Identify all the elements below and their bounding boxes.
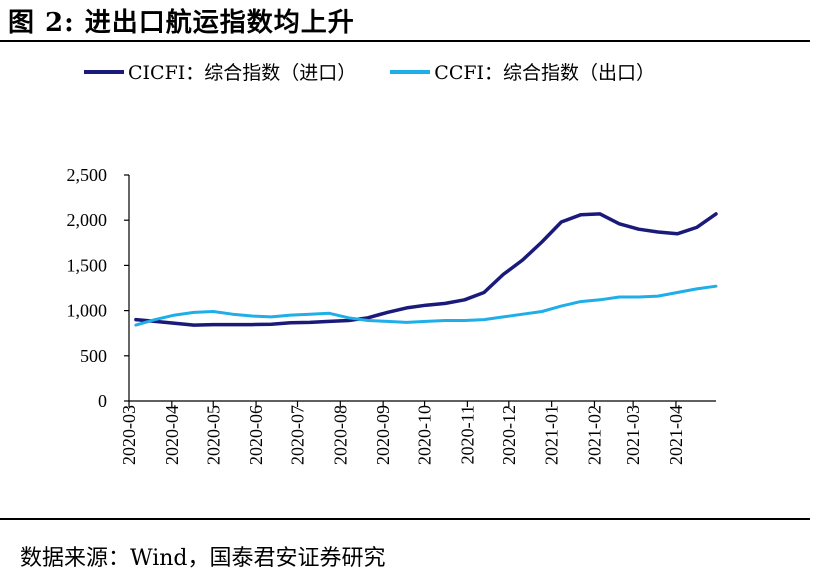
series-line-ccfi bbox=[134, 284, 718, 327]
y-tick-label: 2,500 bbox=[67, 165, 108, 185]
legend-swatch-ccfi bbox=[390, 69, 431, 74]
chart-legend: CICFI：综合指数（进口） CCFI：综合指数（出口） bbox=[84, 58, 689, 85]
y-tick-label: 2,000 bbox=[67, 210, 108, 230]
x-tick-label: 2020-03 bbox=[119, 405, 139, 465]
x-tick-label: 2021-01 bbox=[542, 405, 562, 465]
bottom-divider bbox=[0, 518, 810, 520]
legend-label-cicfi: CICFI：综合指数（进口） bbox=[128, 62, 357, 84]
x-tick-label: 2020-11 bbox=[457, 405, 477, 464]
series-line-cicfi bbox=[134, 212, 718, 327]
legend-item-cicfi: CICFI：综合指数（进口） bbox=[84, 58, 356, 85]
x-tick-label: 2020-10 bbox=[415, 405, 435, 465]
x-tick-label: 2020-04 bbox=[162, 405, 182, 465]
legend-item-ccfi: CCFI：综合指数（出口） bbox=[390, 58, 655, 85]
x-tick-label: 2021-04 bbox=[666, 405, 686, 465]
top-divider bbox=[0, 40, 810, 42]
y-tick-label: 0 bbox=[98, 391, 107, 411]
figure-title: 图 2: 进出口航运指数均上升 bbox=[8, 8, 355, 38]
x-tick-label: 2021-02 bbox=[584, 405, 604, 465]
x-tick-label: 2021-03 bbox=[623, 405, 643, 465]
y-tick-label: 500 bbox=[80, 346, 107, 366]
x-tick-label: 2020-07 bbox=[288, 405, 308, 465]
x-tick-label: 2020-05 bbox=[203, 405, 223, 465]
y-tick-label: 1,500 bbox=[67, 255, 108, 275]
x-tick-label: 2020-12 bbox=[499, 405, 519, 465]
y-tick-label: 1,000 bbox=[67, 301, 108, 321]
x-tick-label: 2020-09 bbox=[373, 405, 393, 465]
legend-label-ccfi: CCFI：综合指数（出口） bbox=[434, 62, 656, 84]
x-tick-label: 2020-06 bbox=[246, 405, 266, 465]
data-source-note: 数据来源：Wind，国泰君安证券研究 bbox=[20, 546, 386, 571]
x-tick-label: 2020-08 bbox=[330, 405, 350, 465]
legend-swatch-cicfi bbox=[84, 69, 124, 74]
